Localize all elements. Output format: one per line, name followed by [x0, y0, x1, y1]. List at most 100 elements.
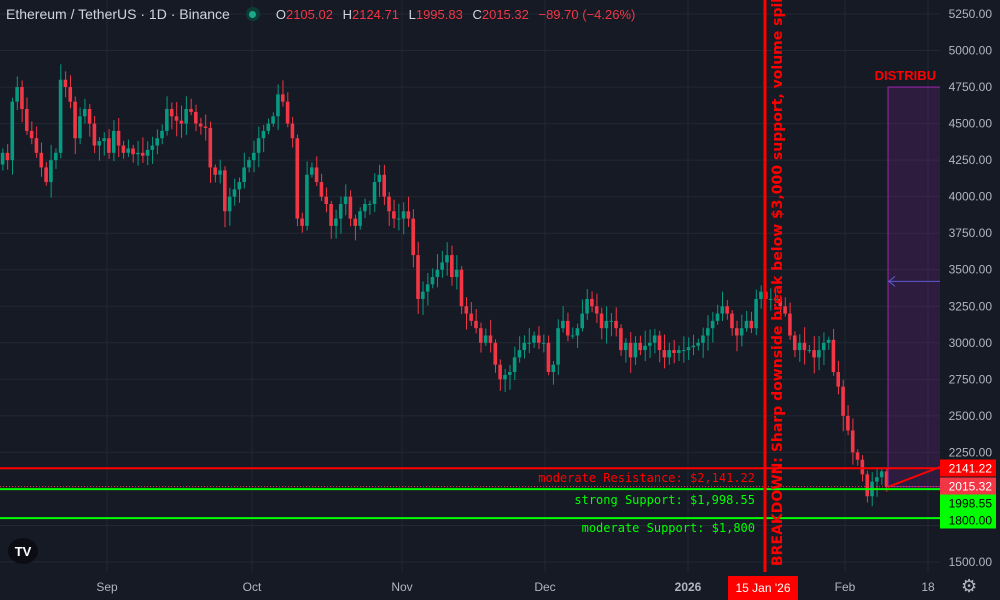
candle-body [343, 196, 348, 204]
candle-body [841, 386, 845, 416]
candle-body [68, 87, 73, 102]
candle-body [628, 342, 633, 358]
price-tick: 4250.00 [949, 153, 993, 167]
candle-body [136, 152, 140, 155]
candle-body [590, 298, 594, 307]
candle-body [826, 339, 831, 343]
candle-body [242, 167, 246, 183]
candle-body [140, 152, 145, 156]
candle-body [706, 328, 710, 336]
candle-body [305, 174, 309, 226]
candle-body [237, 182, 242, 190]
price-label-badge [940, 477, 996, 495]
candle-body [39, 152, 44, 168]
candle-body [285, 101, 290, 124]
time-tick: Sep [96, 580, 118, 594]
candle-body [338, 203, 343, 219]
candle-body [551, 364, 556, 373]
candle-body [788, 313, 792, 336]
candle-body [512, 357, 517, 373]
candle-body [203, 126, 208, 128]
price-tick: 5250.00 [949, 7, 993, 21]
candle-body [271, 116, 275, 124]
candle-body [850, 430, 855, 453]
candle-body [87, 108, 92, 124]
candle-body [643, 345, 647, 351]
candle-body [165, 108, 169, 131]
candle-body [696, 342, 700, 346]
candle-body [247, 160, 251, 168]
candle-body [358, 211, 362, 226]
candle-body [261, 130, 266, 139]
price-label-badge [940, 494, 996, 512]
candle-body [710, 320, 715, 329]
candle-body [319, 182, 324, 197]
level-label: strong Support: $1,998.55 [574, 493, 755, 507]
time-axis [0, 572, 940, 600]
candle-body [594, 306, 599, 314]
candle-body [725, 306, 729, 314]
price-tick: 3250.00 [949, 299, 993, 313]
candle-body [662, 350, 667, 358]
candle-body [739, 328, 744, 336]
candle-body [78, 116, 82, 139]
candle-body [280, 94, 285, 102]
crosshair-date-badge [728, 576, 798, 600]
gear-icon[interactable]: ⚙ [961, 576, 978, 596]
candle-body [474, 320, 478, 329]
candle-body [29, 130, 34, 139]
candle-body [295, 138, 300, 219]
candle-body [367, 203, 372, 205]
candle-body [223, 170, 227, 212]
price-tick: 3500.00 [949, 263, 993, 277]
candle-body [15, 87, 19, 102]
candle-body [24, 108, 29, 131]
candle-body [329, 203, 333, 226]
candle-body [744, 320, 749, 329]
candle-body [517, 350, 522, 358]
price-tick: 4750.00 [949, 80, 993, 94]
candle-body [807, 350, 812, 352]
trend-line [887, 466, 941, 488]
candle-body [445, 255, 449, 263]
candle-body [97, 141, 102, 146]
price-tick: 3000.00 [949, 336, 993, 350]
candle-body [440, 262, 444, 270]
candle-body [691, 345, 696, 348]
candle-body [720, 306, 725, 314]
level-label: moderate Support: $1,800 [582, 521, 755, 535]
candle-body [232, 189, 237, 197]
candle-body [681, 350, 686, 352]
tradingview-logo[interactable]: TV [8, 538, 38, 564]
candle-body [734, 328, 739, 336]
candle-body [58, 79, 63, 153]
candle-body [464, 306, 469, 314]
price-label-badge [940, 511, 996, 529]
candle-body [802, 342, 807, 351]
candle-body [609, 320, 614, 322]
symbol-title[interactable]: Ethereum / TetherUS · 1D · Binance [6, 6, 230, 22]
candle-body [483, 335, 488, 343]
candle-body [174, 116, 179, 121]
price-tick: 2250.00 [949, 445, 993, 459]
candle-body [599, 313, 604, 329]
ohlc-values: O2105.02 H2124.71 L1995.83 C2015.32 −89.… [275, 6, 636, 22]
candle-body [382, 174, 386, 197]
candle-body [633, 342, 638, 358]
candle-body [300, 218, 304, 226]
candle-body [812, 350, 816, 358]
candle-body [425, 284, 430, 292]
candle-body [150, 145, 155, 150]
candle-body [507, 372, 512, 375]
change-value: −89.70 (−4.26%) [538, 6, 636, 22]
candle-body [82, 108, 87, 117]
candle-body [604, 320, 609, 329]
candle-body [126, 148, 131, 153]
candle-body [416, 255, 420, 299]
candle-body [875, 477, 879, 482]
time-tick: Oct [243, 580, 262, 594]
candle-body [401, 211, 406, 219]
candle-body [309, 167, 314, 175]
candle-body [677, 350, 681, 354]
